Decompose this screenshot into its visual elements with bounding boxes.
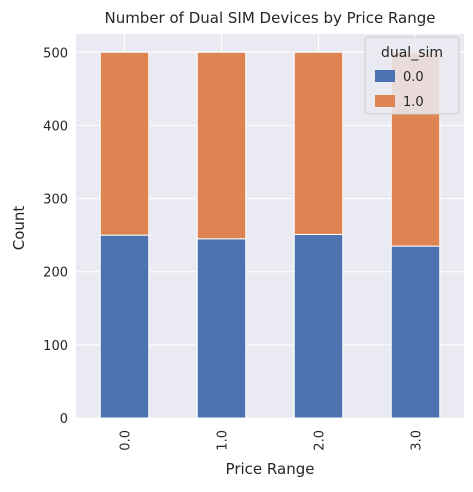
y-tick-label: 400: [43, 119, 68, 134]
y-axis-label: Count: [10, 206, 28, 251]
bars: [99, 51, 441, 419]
legend-box: [364, 36, 460, 115]
legend-swatch-1: [375, 95, 395, 107]
bar-series-0-1.0: [196, 238, 247, 419]
x-tick-label: 2.0: [313, 430, 328, 451]
x-tick-label: 0.0: [119, 430, 134, 451]
x-axis-label: Price Range: [226, 460, 315, 478]
x-tick-labels: 0.0 1.0 2.0 3.0: [119, 430, 425, 451]
legend-label-1: 1.0: [403, 95, 424, 110]
y-tick-label: 300: [43, 193, 68, 208]
y-tick-label: 0: [60, 412, 68, 427]
bar-series-1-2.0: [293, 51, 344, 235]
bar-series-0-3.0: [390, 245, 441, 419]
chart-title: Number of Dual SIM Devices by Price Rang…: [104, 9, 435, 27]
legend: dual_sim 0.0 1.0: [364, 36, 460, 115]
bar-series-1-1.0: [196, 51, 247, 240]
y-tick-label: 500: [43, 46, 68, 61]
bar-series-0-2.0: [293, 233, 344, 419]
x-tick-label: 3.0: [410, 430, 425, 451]
y-tick-label: 200: [43, 266, 68, 281]
y-tick-label: 100: [43, 339, 68, 354]
y-tick-labels: 0 100 200 300 400 500: [43, 46, 68, 427]
bar-series-0-0.0: [99, 234, 150, 419]
x-tick-label: 1.0: [216, 430, 231, 451]
legend-title: dual_sim: [381, 45, 443, 61]
legend-label-0: 0.0: [403, 70, 424, 85]
bar-series-1-0.0: [99, 51, 150, 236]
legend-swatch-0: [375, 70, 395, 82]
